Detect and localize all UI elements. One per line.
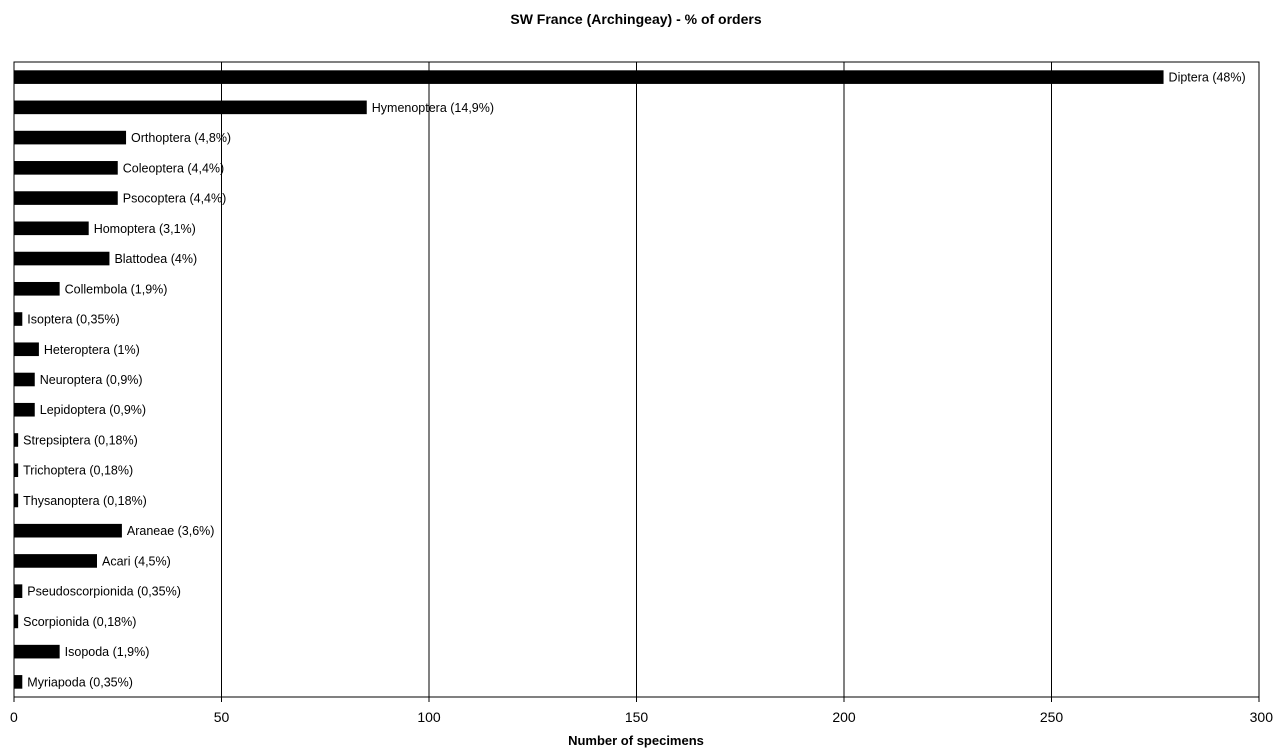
bar-label: Neuroptera (0,9%)	[40, 373, 143, 387]
bar-label: Collembola (1,9%)	[65, 282, 168, 296]
bar-label: Hymenoptera (14,9%)	[372, 101, 494, 115]
x-tick-label: 150	[625, 709, 649, 725]
bar-label: Acari (4,5%)	[102, 554, 171, 568]
bar	[14, 433, 19, 447]
bar-label: Isoptera (0,35%)	[27, 313, 119, 327]
bar	[14, 493, 19, 508]
bar-label: Lepidoptera (0,9%)	[40, 403, 146, 417]
x-tick-label: 200	[832, 709, 856, 725]
x-tick-label: 250	[1040, 709, 1064, 725]
bar-label: Blattodea (4%)	[114, 252, 197, 266]
bar-label: Scorpionida (0,18%)	[23, 615, 136, 629]
x-tick-label: 100	[417, 709, 441, 725]
bar-label: Myriapoda (0,35%)	[27, 675, 133, 689]
bar-label: Strepsiptera (0,18%)	[23, 433, 138, 447]
bar-label: Isopoda (1,9%)	[65, 645, 150, 659]
bar	[14, 130, 127, 145]
x-tick-label: 300	[1250, 709, 1273, 725]
bar	[14, 70, 1164, 84]
bar	[14, 523, 122, 538]
bar	[14, 614, 19, 629]
bar-label: Thysanoptera (0,18%)	[23, 494, 147, 508]
x-axis-ticks: 0 50 100 150 200 250 300	[10, 697, 1273, 725]
bar-label: Heteroptera (1%)	[44, 343, 140, 357]
bar	[14, 100, 367, 115]
bar-label: Diptera (48%)	[1169, 71, 1246, 85]
bar	[14, 372, 35, 387]
bar	[14, 402, 35, 417]
bars	[14, 70, 1164, 689]
bar-label: Araneae (3,6%)	[127, 524, 215, 538]
bar-label: Homoptera (3,1%)	[94, 222, 196, 236]
bar	[14, 644, 60, 659]
bar	[14, 161, 118, 175]
bar-label: Orthoptera (4,8%)	[131, 131, 231, 145]
bar-labels: Diptera (48%) Hymenoptera (14,9%) Orthopte…	[23, 71, 1246, 690]
bar-label: Trichoptera (0,18%)	[23, 464, 133, 478]
bar	[14, 463, 19, 478]
bar	[14, 251, 110, 266]
x-axis-label: Number of specimens	[568, 733, 704, 748]
x-tick-label: 50	[214, 709, 230, 725]
bar-label: Pseudoscorpionida (0,35%)	[27, 585, 181, 599]
bar-label: Psocoptera (4,4%)	[123, 192, 227, 206]
bar-label: Coleoptera (4,4%)	[123, 161, 224, 175]
bar	[14, 584, 23, 598]
bar	[14, 191, 118, 205]
bar	[14, 342, 39, 357]
plot-frame	[13, 61, 1260, 698]
grid-lines	[221, 62, 1052, 697]
bar	[14, 281, 60, 296]
x-tick-label: 0	[10, 709, 18, 725]
bar	[14, 221, 89, 236]
bar	[14, 675, 23, 689]
chart-title: SW France (Archingeay) - % of orders	[510, 11, 761, 27]
bar	[14, 312, 23, 326]
bar	[14, 554, 97, 568]
